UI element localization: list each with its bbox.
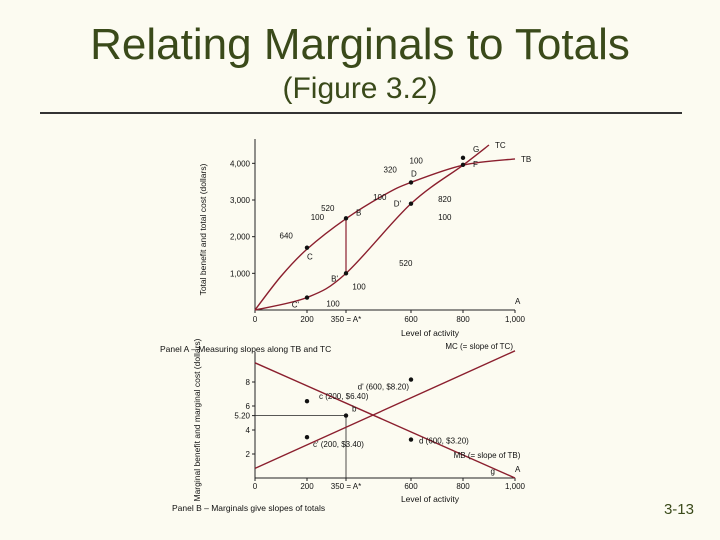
data-point bbox=[408, 201, 414, 206]
annotation-label: 100 bbox=[352, 282, 366, 291]
panel-title: Panel B – Marginals give slopes of total… bbox=[172, 503, 325, 513]
y-tick-label: 2 bbox=[246, 450, 251, 459]
data-point bbox=[460, 162, 466, 167]
point-label: A bbox=[515, 465, 521, 474]
data-point bbox=[304, 399, 310, 404]
point-label: C bbox=[307, 253, 313, 262]
point-label: g bbox=[491, 467, 495, 476]
y-tick-label: 4,000 bbox=[230, 159, 251, 168]
x-tick-label: 0 bbox=[253, 315, 258, 324]
annotation-label: 520 bbox=[321, 204, 335, 213]
annotation-label: 100 bbox=[326, 300, 340, 309]
x-tick-label: 600 bbox=[404, 315, 418, 324]
y-tick-label: 5.20 bbox=[234, 412, 250, 421]
title-divider bbox=[40, 112, 682, 114]
series-line bbox=[254, 158, 516, 311]
y-tick-label: 6 bbox=[246, 402, 251, 411]
x-tick-label: 800 bbox=[456, 315, 470, 324]
data-point bbox=[408, 437, 414, 442]
series-line bbox=[254, 362, 516, 479]
annotation-label: 820 bbox=[438, 195, 452, 204]
x-axis-label: Level of activity bbox=[401, 328, 460, 338]
series-line bbox=[254, 350, 516, 470]
x-tick-label: 200 bbox=[300, 482, 314, 491]
panel-title: Panel A – Measuring slopes along TB and … bbox=[160, 344, 331, 354]
point-label: B bbox=[356, 208, 361, 217]
point-label: D' bbox=[394, 200, 402, 209]
data-point bbox=[460, 155, 466, 161]
point-label: c (200, $6.40) bbox=[319, 392, 369, 401]
y-axis-label: Total benefit and total cost (dollars) bbox=[198, 163, 208, 295]
panel-b: 0 200 350 = A* 600 800 1,000 2 4 5.206 8 Level of … bbox=[172, 338, 526, 513]
slide-number: 3-13 bbox=[663, 501, 694, 518]
x-tick-label: 350 = A* bbox=[331, 482, 361, 491]
x-tick-label: 200 bbox=[300, 315, 314, 324]
point-label: D bbox=[411, 169, 417, 178]
data-point bbox=[408, 180, 414, 185]
y-tick-label: 8 bbox=[246, 378, 251, 387]
annotation-label: 320 bbox=[384, 166, 398, 175]
slide-subtitle: (Figure 3.2) bbox=[282, 72, 438, 105]
y-tick-label: 2,000 bbox=[230, 233, 251, 242]
series-label: MB (= slope of TB) bbox=[454, 451, 521, 460]
x-tick-label: 800 bbox=[456, 482, 470, 491]
data-point bbox=[304, 295, 310, 300]
x-tick-label: 350 = A* bbox=[331, 315, 361, 324]
point-label: A bbox=[515, 297, 521, 306]
annotation-label: 100 bbox=[410, 156, 424, 165]
x-tick-label: 1,000 bbox=[505, 482, 526, 491]
data-point bbox=[304, 245, 310, 250]
x-tick-label: 600 bbox=[404, 482, 418, 491]
annotation-label: 520 bbox=[399, 259, 413, 268]
y-tick-label: 4 bbox=[246, 426, 251, 435]
annotation-label: 100 bbox=[373, 193, 387, 202]
point-label: B' bbox=[331, 274, 338, 283]
point-label: b bbox=[352, 405, 357, 414]
point-label: G bbox=[473, 145, 479, 154]
data-point bbox=[343, 216, 349, 221]
data-point bbox=[343, 271, 349, 276]
panel-a: 0 200 350 = A* 600 800 1,000 1,000 2,000 3,000 4,… bbox=[160, 139, 531, 354]
point-label: d' (600, $8.20) bbox=[358, 383, 410, 392]
point-label: d (600, $3.20) bbox=[419, 437, 469, 446]
point-label: C' bbox=[292, 301, 300, 310]
y-tick-label: 3,000 bbox=[230, 196, 251, 205]
x-tick-label: 1,000 bbox=[505, 315, 526, 324]
slide-title: Relating Marginals to Totals bbox=[90, 20, 630, 69]
y-axis-label: Marginal benefit and marginal cost (doll… bbox=[192, 338, 202, 501]
series-line bbox=[254, 144, 490, 311]
point-label: F bbox=[473, 160, 478, 169]
x-axis-label: Level of activity bbox=[401, 494, 460, 504]
data-point bbox=[343, 413, 349, 418]
annotation-label: 100 bbox=[311, 213, 325, 222]
x-tick-label: 0 bbox=[253, 482, 258, 491]
y-tick-label: 1,000 bbox=[230, 269, 251, 278]
point-label: c' (200, $3.40) bbox=[313, 440, 364, 449]
series-label: TB bbox=[521, 155, 531, 164]
annotation-label: 640 bbox=[280, 232, 294, 241]
data-point bbox=[408, 377, 414, 382]
series-label: TC bbox=[495, 141, 506, 150]
annotation-label: 100 bbox=[438, 213, 452, 222]
series-label: MC (= slope of TC) bbox=[445, 342, 513, 351]
data-point bbox=[304, 435, 310, 440]
